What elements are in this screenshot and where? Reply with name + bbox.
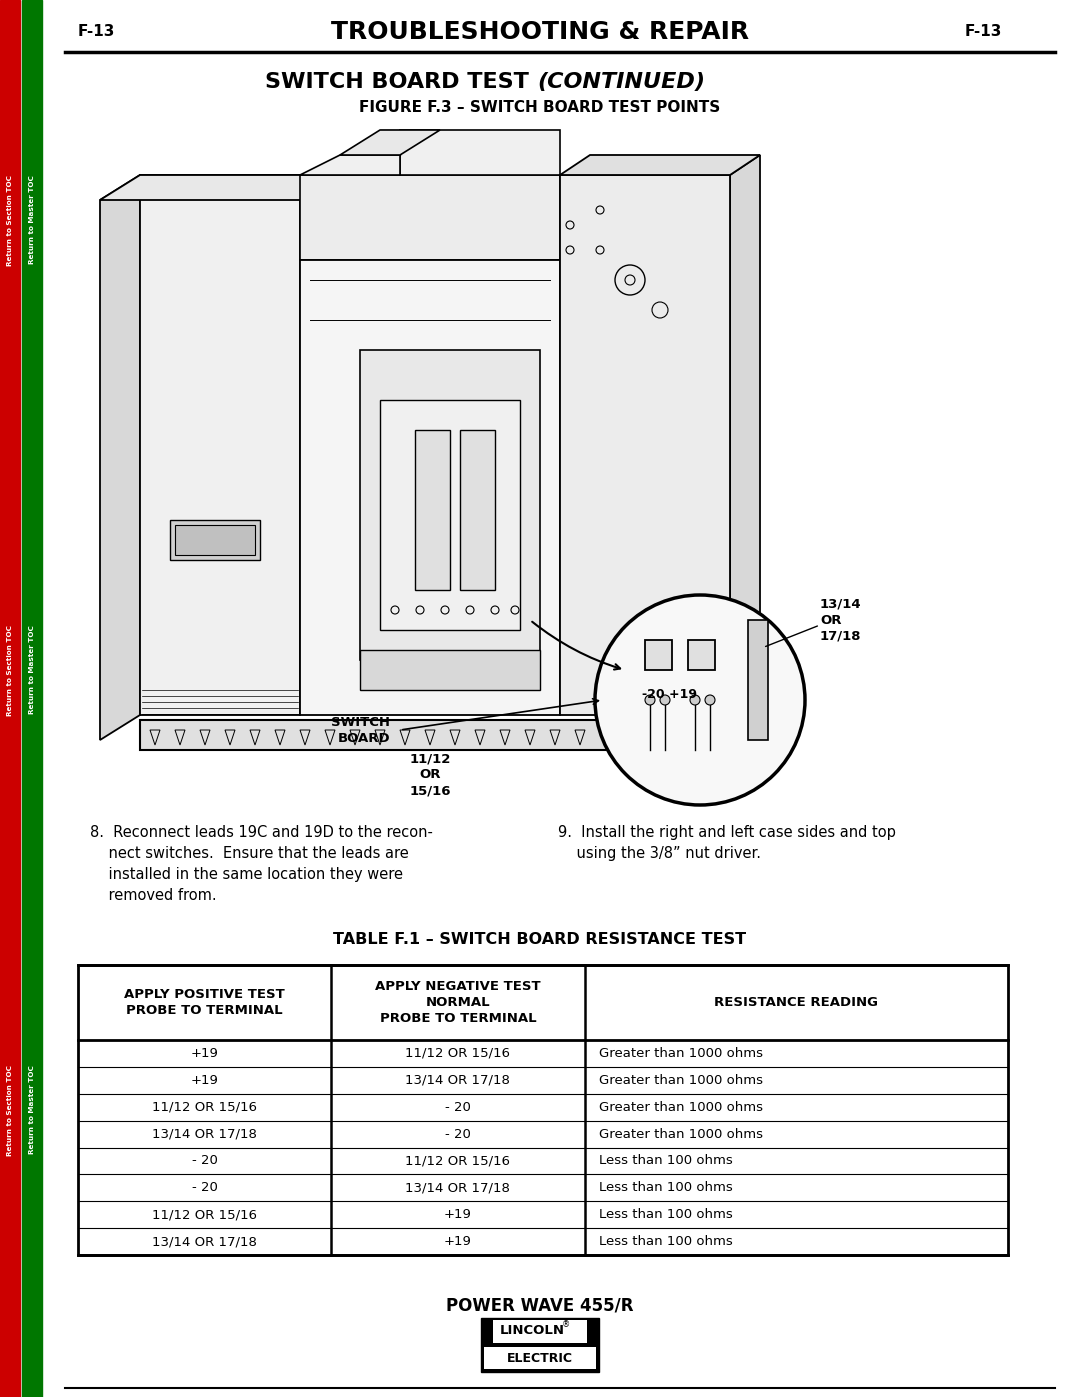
Text: ®: ® bbox=[562, 1320, 570, 1329]
Text: F-13: F-13 bbox=[78, 25, 116, 39]
Text: ELECTRIC: ELECTRIC bbox=[507, 1352, 573, 1365]
Text: Return to Section TOC: Return to Section TOC bbox=[6, 1065, 13, 1155]
Polygon shape bbox=[360, 650, 540, 690]
Polygon shape bbox=[340, 130, 440, 155]
Bar bbox=[492, 1320, 588, 1343]
Text: +19: +19 bbox=[444, 1235, 472, 1248]
Text: LINCOLN: LINCOLN bbox=[499, 1324, 565, 1337]
Bar bbox=[22, 0, 42, 1397]
Polygon shape bbox=[460, 430, 495, 590]
Text: - 20: - 20 bbox=[191, 1154, 217, 1168]
Circle shape bbox=[595, 595, 805, 805]
Text: - 20: - 20 bbox=[445, 1101, 471, 1113]
Text: Greater than 1000 ohms: Greater than 1000 ohms bbox=[598, 1046, 762, 1060]
Text: 13/14 OR 17/18: 13/14 OR 17/18 bbox=[405, 1182, 511, 1194]
Text: -20 +19: -20 +19 bbox=[643, 689, 698, 701]
Polygon shape bbox=[400, 130, 561, 175]
Bar bbox=[78, 965, 1008, 1255]
Text: Less than 100 ohms: Less than 100 ohms bbox=[598, 1235, 732, 1248]
Bar bbox=[0, 0, 21, 1397]
Polygon shape bbox=[415, 430, 450, 590]
Circle shape bbox=[690, 694, 700, 705]
Polygon shape bbox=[380, 130, 400, 155]
Text: 11/12
OR
15/16: 11/12 OR 15/16 bbox=[409, 753, 450, 798]
Text: Greater than 1000 ohms: Greater than 1000 ohms bbox=[598, 1127, 762, 1140]
Text: installed in the same location they were: installed in the same location they were bbox=[90, 868, 403, 882]
Text: Return to Section TOC: Return to Section TOC bbox=[6, 624, 13, 715]
Text: SWITCH
BOARD: SWITCH BOARD bbox=[330, 715, 390, 745]
Polygon shape bbox=[360, 351, 540, 659]
Polygon shape bbox=[688, 640, 715, 671]
Text: 11/12 OR 15/16: 11/12 OR 15/16 bbox=[152, 1101, 257, 1113]
Polygon shape bbox=[170, 520, 260, 560]
Text: Return to Master TOC: Return to Master TOC bbox=[29, 1066, 35, 1154]
Polygon shape bbox=[140, 175, 300, 715]
Bar bbox=[484, 1347, 596, 1369]
Text: using the 3/8” nut driver.: using the 3/8” nut driver. bbox=[558, 847, 761, 861]
Text: POWER WAVE 455/R: POWER WAVE 455/R bbox=[446, 1296, 634, 1315]
Bar bbox=[481, 1317, 599, 1372]
Text: 9.  Install the right and left case sides and top: 9. Install the right and left case sides… bbox=[558, 826, 896, 840]
Text: Return to Master TOC: Return to Master TOC bbox=[29, 626, 35, 714]
Text: removed from.: removed from. bbox=[90, 888, 217, 902]
Polygon shape bbox=[730, 155, 760, 719]
Text: F-13: F-13 bbox=[964, 25, 1002, 39]
Polygon shape bbox=[748, 620, 768, 740]
Text: APPLY POSITIVE TEST
PROBE TO TERMINAL: APPLY POSITIVE TEST PROBE TO TERMINAL bbox=[124, 988, 285, 1017]
Polygon shape bbox=[645, 640, 672, 671]
Polygon shape bbox=[561, 175, 730, 715]
Text: Less than 100 ohms: Less than 100 ohms bbox=[598, 1208, 732, 1221]
Text: 8.  Reconnect leads 19C and 19D to the recon-: 8. Reconnect leads 19C and 19D to the re… bbox=[90, 826, 433, 840]
Text: 11/12 OR 15/16: 11/12 OR 15/16 bbox=[405, 1154, 511, 1168]
Text: 13/14
OR
17/18: 13/14 OR 17/18 bbox=[820, 598, 862, 643]
Text: 13/14 OR 17/18: 13/14 OR 17/18 bbox=[152, 1235, 257, 1248]
Circle shape bbox=[645, 694, 654, 705]
Polygon shape bbox=[300, 175, 561, 260]
Text: Less than 100 ohms: Less than 100 ohms bbox=[598, 1154, 732, 1168]
Text: 13/14 OR 17/18: 13/14 OR 17/18 bbox=[405, 1074, 511, 1087]
Polygon shape bbox=[561, 155, 760, 175]
Text: TABLE F.1 – SWITCH BOARD RESISTANCE TEST: TABLE F.1 – SWITCH BOARD RESISTANCE TEST bbox=[334, 933, 746, 947]
Polygon shape bbox=[100, 175, 140, 740]
Text: SWITCH BOARD TEST: SWITCH BOARD TEST bbox=[266, 73, 537, 92]
Text: Greater than 1000 ohms: Greater than 1000 ohms bbox=[598, 1101, 762, 1113]
Text: Return to Section TOC: Return to Section TOC bbox=[6, 175, 13, 265]
Text: Less than 100 ohms: Less than 100 ohms bbox=[598, 1182, 732, 1194]
Polygon shape bbox=[100, 175, 561, 200]
Polygon shape bbox=[175, 525, 255, 555]
Text: TROUBLESHOOTING & REPAIR: TROUBLESHOOTING & REPAIR bbox=[330, 20, 750, 43]
Text: +19: +19 bbox=[444, 1208, 472, 1221]
Text: Return to Master TOC: Return to Master TOC bbox=[29, 176, 35, 264]
Text: +19: +19 bbox=[190, 1046, 218, 1060]
Text: APPLY NEGATIVE TEST
NORMAL
PROBE TO TERMINAL: APPLY NEGATIVE TEST NORMAL PROBE TO TERM… bbox=[375, 979, 541, 1025]
Text: - 20: - 20 bbox=[191, 1182, 217, 1194]
Polygon shape bbox=[300, 260, 561, 715]
Circle shape bbox=[660, 694, 670, 705]
Text: Greater than 1000 ohms: Greater than 1000 ohms bbox=[598, 1074, 762, 1087]
Polygon shape bbox=[380, 400, 519, 630]
Text: 13/14 OR 17/18: 13/14 OR 17/18 bbox=[152, 1127, 257, 1140]
Text: 11/12 OR 15/16: 11/12 OR 15/16 bbox=[152, 1208, 257, 1221]
Circle shape bbox=[705, 694, 715, 705]
Text: RESISTANCE READING: RESISTANCE READING bbox=[715, 996, 878, 1009]
Text: 11/12 OR 15/16: 11/12 OR 15/16 bbox=[405, 1046, 511, 1060]
Text: (CONTINUED): (CONTINUED) bbox=[537, 73, 705, 92]
Text: FIGURE F.3 – SWITCH BOARD TEST POINTS: FIGURE F.3 – SWITCH BOARD TEST POINTS bbox=[360, 101, 720, 116]
Polygon shape bbox=[300, 155, 400, 175]
Text: - 20: - 20 bbox=[445, 1127, 471, 1140]
Polygon shape bbox=[140, 700, 760, 750]
Text: +19: +19 bbox=[190, 1074, 218, 1087]
Text: nect switches.  Ensure that the leads are: nect switches. Ensure that the leads are bbox=[90, 847, 408, 861]
